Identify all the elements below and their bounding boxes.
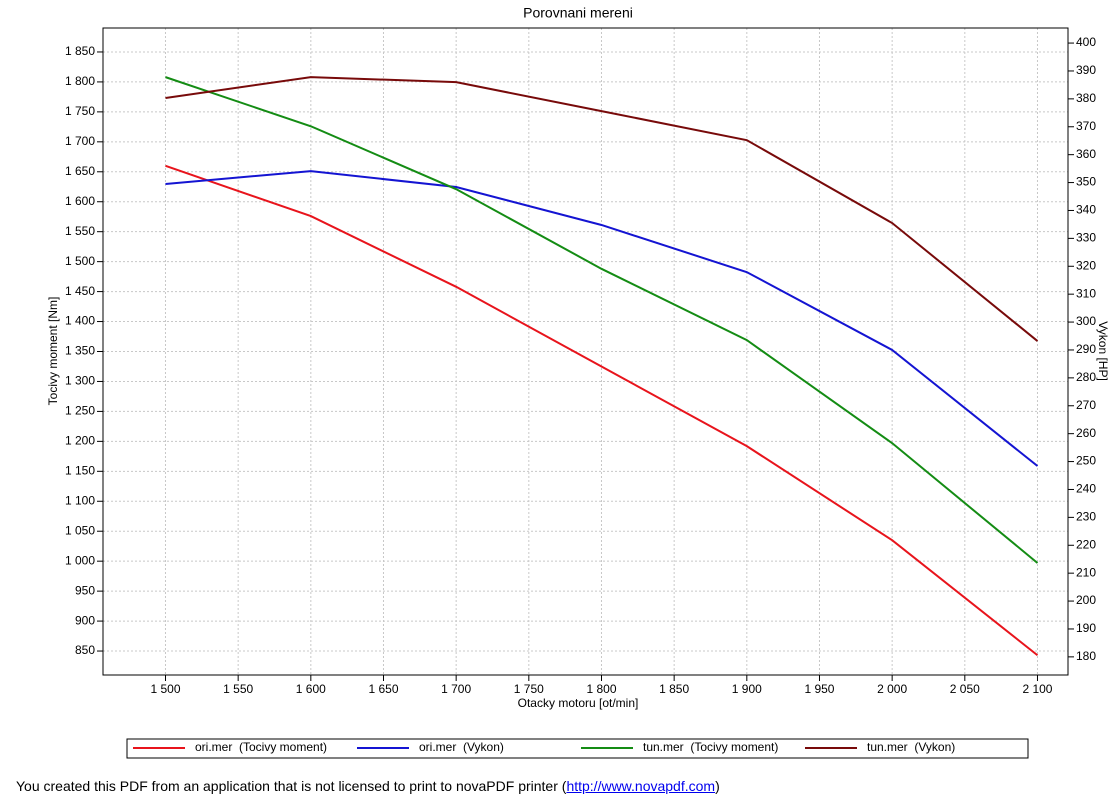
y-tick-label: 1 300	[65, 374, 95, 388]
y2-tick-label: 380	[1076, 91, 1096, 105]
y-axis-label: Tocivy moment [Nm]	[46, 297, 60, 406]
y2-tick-label: 370	[1076, 119, 1096, 133]
y2-tick-label: 200	[1076, 593, 1096, 607]
y-tick-label: 1 350	[65, 344, 95, 358]
footer-text: You created this PDF from an application…	[16, 778, 567, 794]
legend-label: tun.mer (Tocivy moment)	[643, 740, 778, 754]
x-tick-label: 1 650	[368, 682, 398, 696]
x-tick-label: 1 500	[150, 682, 180, 696]
y-tick-label: 1 450	[65, 284, 95, 298]
y-tick-label: 1 200	[65, 434, 95, 448]
y2-tick-label: 230	[1076, 510, 1096, 524]
x-tick-label: 1 900	[732, 682, 762, 696]
y2-tick-label: 180	[1076, 649, 1096, 663]
y-tick-label: 1 750	[65, 104, 95, 118]
x-tick-label: 2 050	[950, 682, 980, 696]
series-line	[165, 76, 1039, 564]
x-tick-label: 1 950	[804, 682, 834, 696]
y2-tick-label: 260	[1076, 426, 1096, 440]
y-tick-label: 1 150	[65, 463, 95, 477]
y-tick-label: 1 100	[65, 493, 95, 507]
x-tick-label: 1 600	[296, 682, 326, 696]
y-tick-label: 850	[75, 643, 95, 657]
y2-tick-label: 400	[1076, 35, 1096, 49]
y2-tick-label: 250	[1076, 454, 1096, 468]
y2-tick-label: 320	[1076, 258, 1096, 272]
legend-label: ori.mer (Vykon)	[419, 740, 504, 754]
y-tick-label: 1 400	[65, 314, 95, 328]
y2-tick-label: 290	[1076, 342, 1096, 356]
series-line	[165, 170, 1039, 467]
x-tick-label: 1 800	[586, 682, 616, 696]
y2-tick-label: 210	[1076, 565, 1096, 579]
chart: Porovnani mereni Otacky motoru [ot/min] …	[46, 5, 1110, 759]
y2-tick-label: 390	[1076, 63, 1096, 77]
y-tick-label: 1 800	[65, 74, 95, 88]
footer-link[interactable]: http://www.novapdf.com	[566, 778, 716, 794]
footer-text: )	[715, 778, 720, 794]
series-line	[165, 76, 1039, 342]
y2-tick-label: 280	[1076, 370, 1096, 384]
y-tick-label: 1 050	[65, 523, 95, 537]
y-tick-label: 1 250	[65, 404, 95, 418]
y2-tick-label: 360	[1076, 147, 1096, 161]
footer: You created this PDF from an application…	[16, 778, 720, 794]
chart-title: Porovnani mereni	[523, 5, 633, 21]
y2-tick-label: 270	[1076, 398, 1096, 412]
x-tick-label: 1 550	[223, 682, 253, 696]
series-line	[165, 164, 1039, 657]
y-tick-label: 1 850	[65, 44, 95, 58]
y-tick-label: 1 650	[65, 164, 95, 178]
y-tick-label: 1 600	[65, 194, 95, 208]
y2-axis-label: Vykon [HP]	[1096, 321, 1110, 381]
y-tick-label: 1 500	[65, 254, 95, 268]
x-tick-label: 2 100	[1022, 682, 1052, 696]
y2-tick-label: 240	[1076, 482, 1096, 496]
x-tick-label: 1 750	[514, 682, 544, 696]
x-tick-label: 1 850	[659, 682, 689, 696]
x-tick-label: 1 700	[441, 682, 471, 696]
y-tick-label: 1 550	[65, 224, 95, 238]
legend-label: ori.mer (Tocivy moment)	[195, 740, 327, 754]
y2-tick-label: 310	[1076, 286, 1096, 300]
y-tick-label: 1 000	[65, 553, 95, 567]
y-tick-label: 900	[75, 613, 95, 627]
y2-tick-label: 340	[1076, 203, 1096, 217]
x-tick-label: 2 000	[877, 682, 907, 696]
y2-tick-label: 220	[1076, 537, 1096, 551]
y2-tick-label: 300	[1076, 314, 1096, 328]
y2-tick-label: 190	[1076, 621, 1096, 635]
y-tick-label: 1 700	[65, 134, 95, 148]
legend-box	[126, 738, 1029, 759]
x-axis-label: Otacky motoru [ot/min]	[518, 696, 639, 710]
y2-tick-label: 330	[1076, 231, 1096, 245]
y2-tick-label: 350	[1076, 175, 1096, 189]
legend-label: tun.mer (Vykon)	[867, 740, 955, 754]
plot-area	[102, 27, 1069, 676]
y-tick-label: 950	[75, 583, 95, 597]
